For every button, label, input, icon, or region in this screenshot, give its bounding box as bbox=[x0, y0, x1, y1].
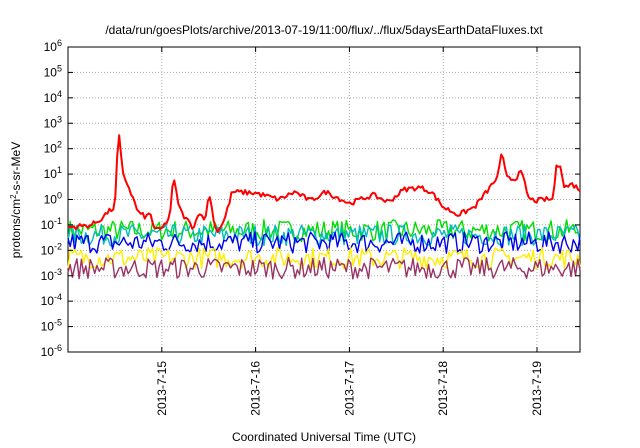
x-tick-label: 2013-7-16 bbox=[249, 361, 263, 416]
y-tick-exponent: 2 bbox=[57, 140, 62, 150]
series-line-3 bbox=[67, 231, 581, 255]
y-tick-base: 10 bbox=[44, 65, 58, 79]
y-tick-exponent: -4 bbox=[54, 292, 62, 302]
y-tick-label: 10-6 bbox=[41, 343, 62, 359]
series-line-5 bbox=[67, 256, 581, 280]
y-tick-base: 10 bbox=[44, 193, 58, 207]
y-tick-base: 10 bbox=[44, 142, 58, 156]
y-tick-label: 10-5 bbox=[41, 318, 62, 334]
y-tick-label: 106 bbox=[44, 38, 62, 54]
y-tick-label: 103 bbox=[44, 114, 62, 130]
series-layer bbox=[67, 134, 581, 280]
series-line-0 bbox=[67, 134, 581, 233]
y-axis-label-rest: -s-sr-MeV bbox=[9, 142, 23, 195]
y-tick-exponent: 5 bbox=[57, 63, 62, 73]
y-tick-base: 10 bbox=[44, 167, 58, 181]
y-tick-label: 10-1 bbox=[41, 216, 62, 232]
y-tick-exponent: -6 bbox=[54, 343, 62, 353]
x-tick-label: 2013-7-15 bbox=[155, 361, 169, 416]
y-tick-exponent: -5 bbox=[54, 318, 62, 328]
y-tick-exponent: 6 bbox=[57, 38, 62, 48]
y-tick-base: 10 bbox=[44, 40, 58, 54]
y-tick-label: 10-2 bbox=[41, 241, 62, 257]
y-tick-label: 105 bbox=[44, 63, 62, 79]
y-ticks: 10-610-510-410-310-210-11001011021031041… bbox=[41, 38, 580, 359]
y-tick-exponent: 3 bbox=[57, 114, 62, 124]
y-tick-base: 10 bbox=[41, 294, 55, 308]
y-tick-base: 10 bbox=[44, 116, 58, 130]
y-tick-base: 10 bbox=[41, 320, 55, 334]
y-tick-label: 10-3 bbox=[41, 267, 62, 283]
y-tick-label: 102 bbox=[44, 140, 62, 156]
grid bbox=[68, 47, 580, 352]
y-tick-exponent: 0 bbox=[57, 191, 62, 201]
x-axis-label: Coordinated Universal Time (UTC) bbox=[232, 430, 416, 444]
y-axis-label-sup: 2 bbox=[9, 194, 18, 199]
y-tick-exponent: -1 bbox=[54, 216, 62, 226]
y-tick-label: 101 bbox=[44, 165, 62, 181]
y-tick-label: 10-4 bbox=[41, 292, 62, 308]
chart-title: /data/run/goesPlots/archive/2013-07-19/1… bbox=[105, 23, 543, 37]
x-tick-label: 2013-7-19 bbox=[530, 361, 544, 416]
y-tick-label: 100 bbox=[44, 191, 62, 207]
y-axis-label: protons/cm2-s-sr-MeV bbox=[9, 142, 24, 258]
y-tick-base: 10 bbox=[41, 218, 55, 232]
y-tick-exponent: 4 bbox=[57, 89, 62, 99]
y-tick-base: 10 bbox=[41, 269, 55, 283]
y-tick-label: 104 bbox=[44, 89, 62, 105]
x-tick-label: 2013-7-18 bbox=[436, 361, 450, 416]
y-tick-base: 10 bbox=[41, 243, 55, 257]
y-tick-exponent: 1 bbox=[57, 165, 62, 175]
x-tick-label: 2013-7-17 bbox=[342, 361, 356, 416]
y-axis-label-base: protons/cm bbox=[9, 199, 23, 258]
y-tick-exponent: -3 bbox=[54, 267, 62, 277]
y-tick-base: 10 bbox=[44, 91, 58, 105]
y-tick-exponent: -2 bbox=[54, 241, 62, 251]
y-tick-base: 10 bbox=[41, 345, 55, 359]
x-ticks: 2013-7-15 2013-7-16 2013-7-17 2013-7-18 2013… bbox=[155, 47, 544, 416]
series-line-4 bbox=[67, 246, 581, 270]
